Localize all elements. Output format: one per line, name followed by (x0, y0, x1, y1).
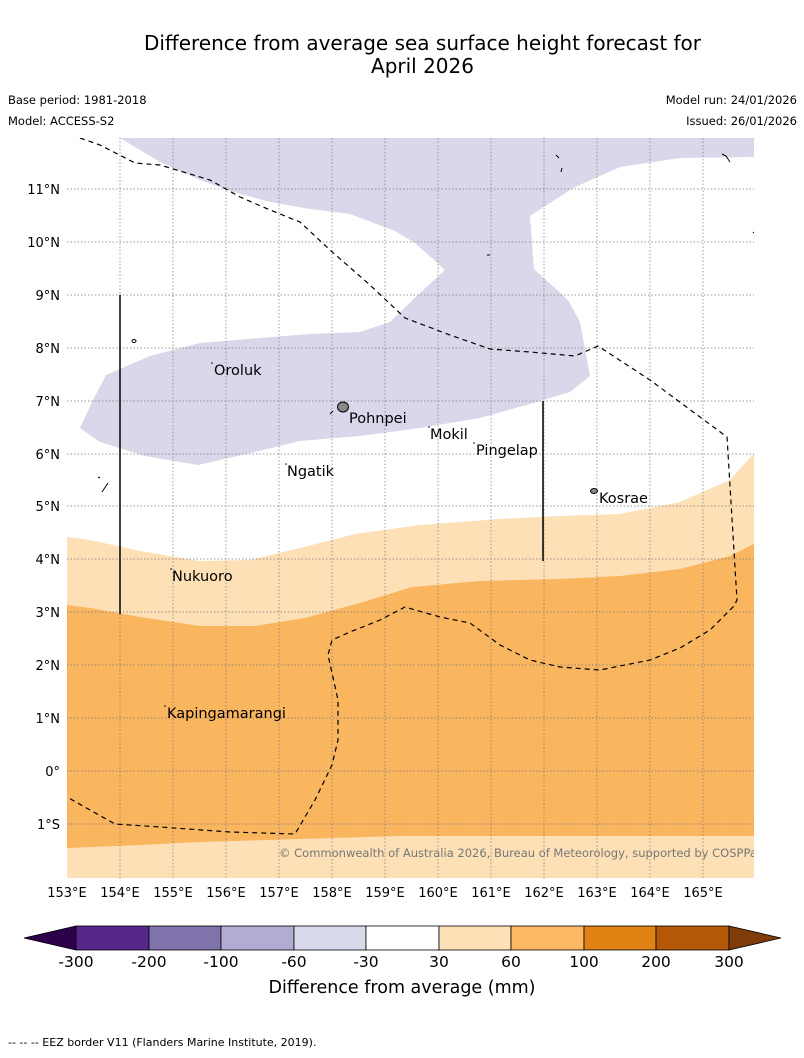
colorbar-extend-min (23, 925, 77, 951)
colorbar-segment (583, 925, 657, 951)
band-60-100 (67, 544, 754, 848)
colorbar-tick-label: -100 (203, 953, 239, 971)
place-pohnpei: Pohnpei (349, 411, 407, 427)
place-kapingamarangi: Kapingamarangi (167, 706, 286, 722)
mokil-marker (428, 426, 430, 428)
colorbar-segment (293, 925, 367, 951)
islands (97, 153, 754, 494)
lat-label: 7°N (36, 395, 61, 410)
pohnpei-island (337, 401, 349, 413)
pohnpei-reef (329, 410, 334, 415)
pingelap-marker (473, 442, 475, 444)
lon-label: 162°E (524, 886, 564, 901)
lon-label: 159°E (365, 886, 405, 901)
atoll-north (555, 154, 563, 173)
nukuoro-marker (170, 568, 172, 570)
colorbar-segment (510, 925, 585, 951)
lon-label: 157°E (259, 886, 299, 901)
colorbar (23, 925, 782, 951)
lon-label: 163°E (577, 886, 617, 901)
lat-label: 6°N (36, 448, 61, 463)
lon-label: 153°E (47, 886, 87, 901)
colorbar-tick-label: 60 (501, 953, 521, 971)
map-title-line2: April 2026 (371, 54, 474, 78)
colorbar-tick-label: 300 (714, 953, 744, 971)
colorbar-tick-label: -60 (281, 953, 307, 971)
place-labels: Oroluk Pohnpei Mokil Pingelap Ngatik Kos… (164, 362, 648, 722)
colorbar-segment (220, 925, 295, 951)
kapingamarangi-marker (164, 705, 166, 707)
place-pingelap: Pingelap (476, 443, 538, 459)
lat-label: 9°N (36, 289, 61, 304)
eez-footnote: -- -- -- EEZ border V11 (Flanders Marine… (8, 1036, 317, 1049)
atoll-southwest (97, 476, 109, 493)
colorbar-segment (365, 925, 440, 951)
atoll-east-edge (752, 231, 754, 234)
atoll-northeast (721, 153, 731, 163)
issued-date: Issued: 26/01/2026 (686, 114, 797, 128)
map-title: Difference from average sea surface heig… (0, 32, 804, 78)
eez-border (67, 138, 738, 835)
place-oroluk: Oroluk (214, 363, 262, 379)
lon-label: 161°E (471, 886, 511, 901)
lon-label: 155°E (153, 886, 193, 901)
lon-label: 165°E (683, 886, 723, 901)
place-ngatik: Ngatik (287, 464, 335, 480)
atoll-west (131, 339, 137, 343)
copyright-notice: © Commonwealth of Australia 2026, Bureau… (279, 846, 763, 860)
base-period: Base period: 1981-2018 (8, 93, 147, 107)
place-kosrae: Kosrae (599, 491, 648, 507)
lat-label: 11°N (27, 183, 60, 198)
lat-label: 10°N (27, 236, 60, 251)
map-plot-area: Oroluk Pohnpei Mokil Pingelap Ngatik Kos… (67, 138, 763, 878)
colorbar-segment (148, 925, 222, 951)
sea-surface-height-map: Oroluk Pohnpei Mokil Pingelap Ngatik Kos… (27, 138, 763, 901)
colorbar-segment (75, 925, 150, 951)
latitude-labels: 11°N 10°N 9°N 8°N 7°N 6°N 5°N 4°N 3°N 2°… (27, 183, 60, 833)
colorbar-extend-max (728, 925, 782, 951)
kosrae-island (590, 488, 598, 494)
lat-label: 4°N (36, 553, 61, 568)
lat-label: 5°N (36, 500, 61, 515)
lat-label: 8°N (36, 342, 61, 357)
lat-label: 1°N (36, 712, 61, 727)
ngatik-marker (285, 463, 287, 465)
longitude-labels: 153°E 154°E 155°E 156°E 157°E 158°E 159°… (47, 886, 723, 901)
lat-label: 0° (45, 765, 60, 780)
lat-label: 2°N (36, 659, 61, 674)
lat-label: 1°S (37, 818, 60, 833)
colorbar-tick-label: 100 (569, 953, 599, 971)
model-name: Model: ACCESS-S2 (8, 114, 115, 128)
lon-label: 160°E (418, 886, 458, 901)
band-neg60-neg30 (80, 138, 754, 465)
colorbar-tick-label: 200 (641, 953, 671, 971)
graticule (67, 138, 754, 878)
colorbar-tick-label: 30 (429, 953, 449, 971)
model-run-date: Model run: 24/01/2026 (665, 93, 797, 107)
colorbar-tick-label: -200 (131, 953, 167, 971)
place-nukuoro: Nukuoro (172, 569, 233, 585)
lat-label: 3°N (36, 606, 61, 621)
lon-label: 154°E (100, 886, 140, 901)
lon-label: 156°E (206, 886, 246, 901)
colorbar-segment (655, 925, 730, 951)
place-mokil: Mokil (430, 427, 468, 443)
colorbar-title: Difference from average (mm) (268, 978, 536, 998)
colorbar-tick-label: -30 (353, 953, 379, 971)
map-title-line1: Difference from average sea surface heig… (143, 31, 702, 55)
oroluk-marker (211, 362, 213, 364)
lon-label: 164°E (630, 886, 670, 901)
colorbar-segment (438, 925, 512, 951)
colorbar-tick-label: -300 (58, 953, 94, 971)
lon-label: 158°E (312, 886, 352, 901)
